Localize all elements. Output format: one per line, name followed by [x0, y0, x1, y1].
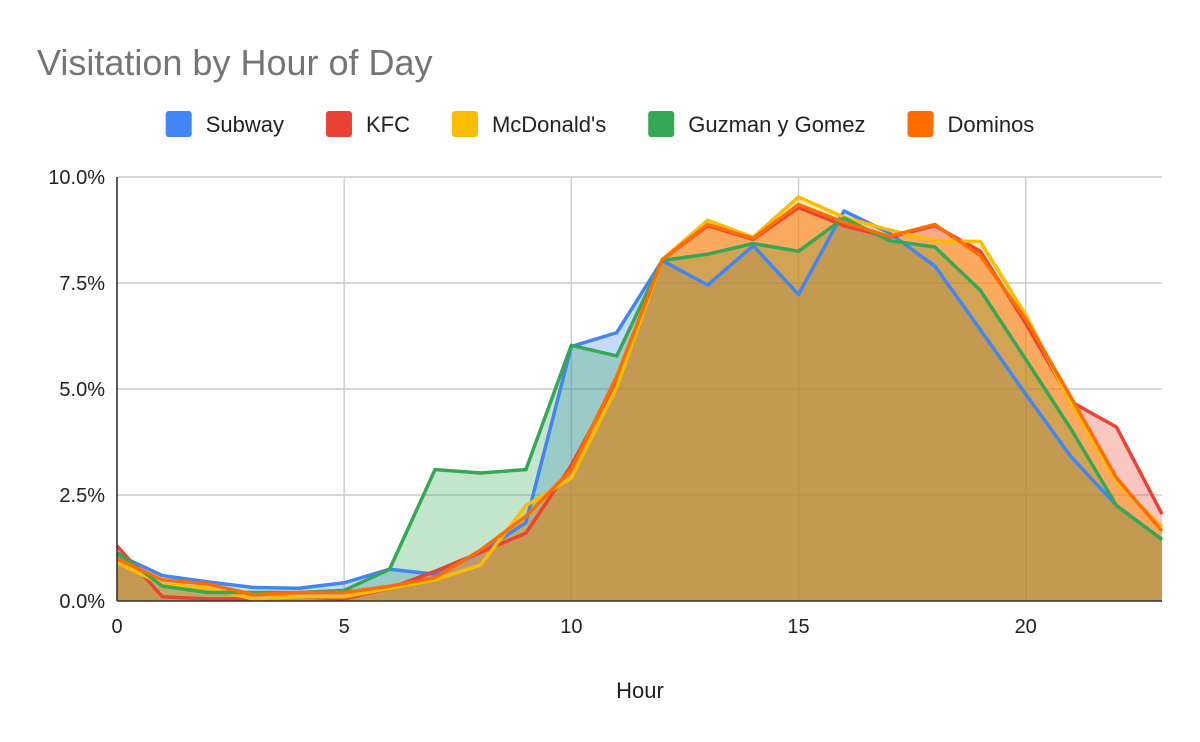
x-tick-label: 15 [787, 616, 809, 638]
line-subway [116, 209, 1164, 591]
y-tick-label: 0.0% [59, 591, 105, 613]
legend-swatch [907, 111, 934, 137]
y-tick-label: 5.0% [59, 379, 105, 401]
legend-swatch [325, 111, 352, 137]
x-tick-label: 0 [111, 616, 122, 638]
legend-item: McDonald's [451, 111, 606, 137]
series-areas [117, 196, 1162, 602]
legend: Subway KFC McDonald's Guzman y Gomez Dominos [165, 111, 1035, 137]
legend-label: KFC [366, 112, 410, 137]
legend-item: Guzman y Gomez [648, 111, 866, 137]
x-tick-label: 5 [339, 616, 350, 638]
legend-item: Dominos [907, 111, 1035, 137]
line-mcdonald-s [116, 195, 1164, 601]
y-tick-label: 10.0% [48, 167, 105, 189]
area-mcdonald-s [117, 196, 1162, 601]
tick-labels: 0.0% 2.5% 5.0% 7.5% 10.0% 0 5 10 15 20 [48, 167, 1037, 638]
legend-label: Subway [206, 112, 284, 137]
x-tick-label: 10 [560, 616, 582, 638]
y-tick-label: 2.5% [59, 485, 105, 507]
legend-swatch [165, 111, 192, 137]
legend-item: KFC [325, 111, 410, 137]
chart-title: Visitation by Hour of Day [37, 42, 433, 83]
line-dominos [116, 202, 1164, 597]
area-dominos [117, 204, 1162, 601]
axes [116, 177, 1162, 602]
x-axis-label: Hour [616, 678, 664, 703]
legend-label: McDonald's [492, 112, 606, 137]
legend-label: Guzman y Gomez [688, 112, 865, 137]
area-guzman-y-gomez [117, 218, 1162, 601]
legend-swatch [451, 111, 478, 137]
legend-item: Subway [165, 111, 284, 137]
area-kfc [117, 207, 1162, 601]
series-lines [115, 195, 1164, 601]
area-subway [117, 210, 1162, 602]
legend-swatch [648, 111, 675, 137]
x-tick-label: 20 [1015, 616, 1037, 638]
y-tick-label: 7.5% [59, 273, 105, 295]
gridlines [117, 176, 1162, 601]
legend-label: Dominos [948, 112, 1035, 137]
